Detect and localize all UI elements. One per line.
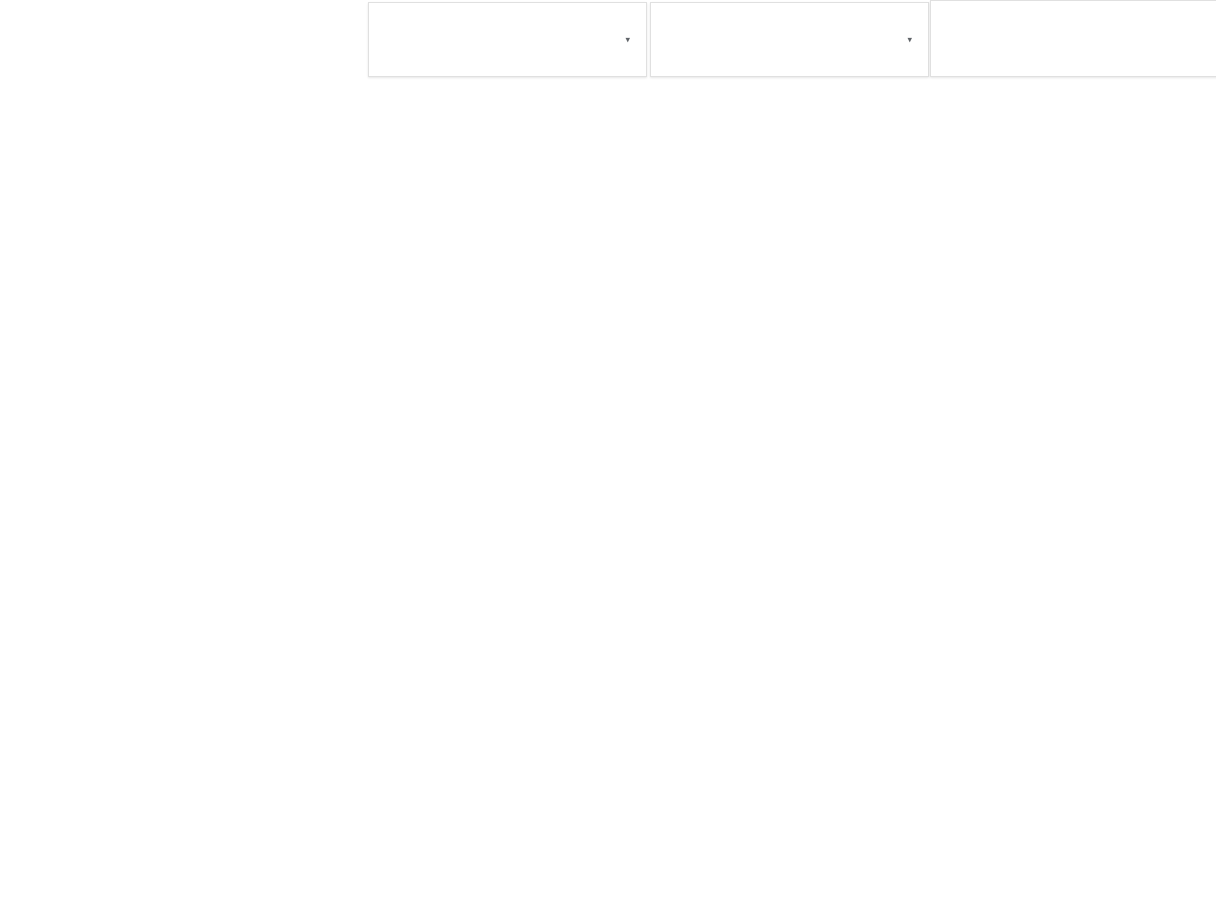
chart-gender-by-region xyxy=(400,93,830,383)
chart-age-bands-by-region xyxy=(380,398,840,666)
filter-age-slider[interactable] xyxy=(930,0,1216,77)
filter-bu-region[interactable]: ▾ xyxy=(368,2,647,77)
filter-gender[interactable]: ▾ xyxy=(650,2,929,77)
chart-attrition-record-count xyxy=(20,755,365,890)
chart-gender-by-group-stacked xyxy=(860,93,1216,383)
chevron-down-icon: ▾ xyxy=(907,34,912,44)
chart-region-by-group-line xyxy=(400,703,1216,897)
chevron-down-icon: ▾ xyxy=(625,34,630,44)
chart-gender-pie xyxy=(0,186,320,398)
chart-empid-bar xyxy=(860,398,1216,666)
chart-pt-ft-donut xyxy=(0,486,320,698)
